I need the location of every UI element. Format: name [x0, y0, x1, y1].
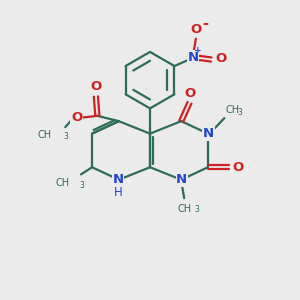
Text: N: N: [187, 51, 198, 64]
Text: O: O: [233, 161, 244, 174]
Text: N: N: [176, 173, 188, 186]
Text: N: N: [112, 173, 124, 186]
Text: +: +: [194, 46, 202, 55]
Text: N: N: [203, 127, 214, 140]
Text: 3: 3: [195, 205, 200, 214]
Text: O: O: [90, 80, 101, 94]
Text: 3: 3: [80, 181, 84, 190]
Text: O: O: [191, 23, 202, 36]
Text: CH: CH: [177, 203, 191, 214]
Text: CH: CH: [56, 178, 70, 188]
Text: 3: 3: [237, 108, 242, 117]
Text: O: O: [184, 87, 196, 100]
Text: CH: CH: [226, 105, 240, 115]
Text: H: H: [114, 186, 123, 199]
Text: 3: 3: [63, 131, 68, 140]
Text: O: O: [215, 52, 226, 65]
Text: CH: CH: [38, 130, 52, 140]
Text: O: O: [71, 111, 82, 124]
Text: -: -: [202, 16, 208, 31]
